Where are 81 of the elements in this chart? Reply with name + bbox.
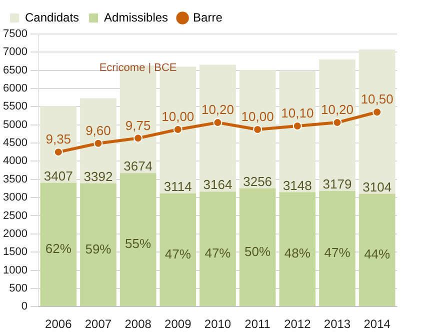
y-tick-label: 3000 [2,192,28,204]
annotation: 47% [204,245,232,260]
annotation: Ecricome | BCE [99,62,177,74]
data-label: 3179 [322,176,352,192]
x-tick-label: 2008 [124,317,152,332]
bar [80,183,116,306]
bar [160,193,196,306]
x-tick-label: 2014 [364,317,391,332]
bar [80,98,116,184]
bar [319,59,356,192]
bar [319,191,356,306]
y-tick-label: 3500 [2,173,28,186]
bar [200,64,236,192]
data-label: 10,10 [281,106,314,121]
y-tick-label: 1500 [2,246,28,258]
bar [120,173,156,306]
bar [358,49,396,194]
data-label: 10,50 [360,92,394,107]
point [54,148,63,157]
data-label: 3164 [203,177,232,192]
legend-label: Admissibles [104,10,168,24]
point [213,118,222,128]
point [332,118,342,128]
bar [358,194,396,306]
annotation: 62% [45,241,72,256]
y-tick-label: 7000 [2,46,28,58]
y-tick-label: 2000 [2,228,28,240]
y-tick-label: 500 [9,282,28,294]
point [372,108,382,117]
data-label: 3407 [44,168,73,184]
bar [239,188,276,306]
y-tick-label: 6500 [2,64,28,76]
data-label: 10,20 [201,102,234,118]
data-label: 10,20 [320,102,354,118]
point [173,124,182,134]
x-tick-label: 2012 [284,317,312,332]
x-tick-label: 2006 [45,317,72,332]
bar [279,71,316,192]
x-tick-label: 2010 [204,317,232,332]
y-tick-label: 4500 [2,137,28,150]
annotation: 47% [324,245,351,260]
y-tick-label: 4000 [2,155,28,168]
x-tick-label: 2011 [244,317,271,332]
data-label: 10,00 [241,109,274,124]
y-tick-label: 7500 [2,28,28,40]
bar [40,106,77,183]
data-label: 3256 [243,174,272,189]
y-tick-label: 5000 [2,118,28,131]
bar [200,192,236,306]
data-label: 3148 [282,178,312,193]
annotation: 59% [85,241,112,256]
legend-label: Candidats [25,10,80,24]
x-tick-label: 2007 [84,317,112,332]
y-tick-label: 2500 [2,210,28,222]
x-tick-label: 2013 [324,317,351,332]
annotation: 55% [125,236,152,252]
data-label: 3392 [84,168,113,184]
y-tick-label: 1000 [2,264,28,276]
point [253,124,262,134]
annotation: 47% [164,246,192,262]
annotation: 44% [364,246,391,262]
bar [279,192,316,306]
data-label: 3674 [124,158,153,174]
data-label: 3114 [164,178,192,194]
annotation: 50% [244,244,272,259]
point [94,138,103,148]
data-label: 9,35 [46,132,72,147]
data-label: 3104 [362,179,392,194]
annotation: 48% [284,246,311,261]
data-label: 9,75 [125,118,151,133]
x-tick-label: 2009 [164,317,192,332]
data-label: 9,60 [86,122,111,138]
legend-label: Barre [193,10,223,24]
y-tick-label: 5500 [2,100,28,113]
data-label: 10,00 [162,109,194,124]
y-tick-label: 0 [21,300,28,313]
point [292,122,302,131]
bar [40,182,77,306]
y-tick-label: 6000 [2,82,28,95]
bar [239,70,276,188]
point [134,134,143,143]
